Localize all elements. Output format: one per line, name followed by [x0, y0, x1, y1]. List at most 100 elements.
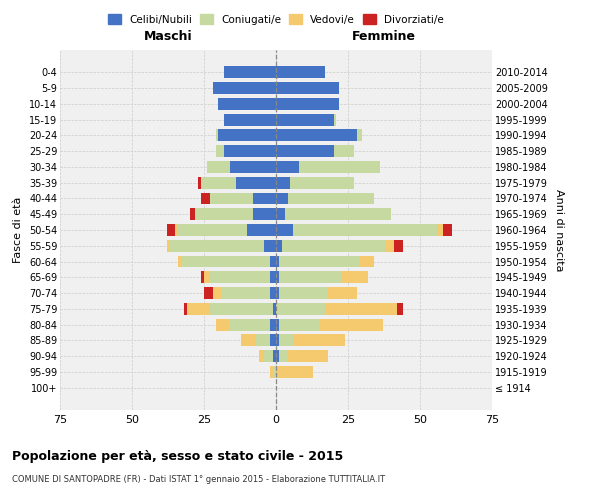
Bar [325, 303, 397, 315]
Bar [270, 287, 276, 299]
Bar [276, 272, 279, 283]
Bar [334, 114, 337, 126]
Bar [201, 177, 236, 188]
Bar [276, 82, 340, 94]
Bar [196, 208, 253, 220]
Bar [270, 256, 276, 268]
Bar [276, 208, 284, 220]
Bar [175, 224, 178, 236]
Bar [253, 208, 276, 220]
Bar [215, 145, 224, 157]
Legend: Celibi/Nubili, Coniugati/e, Vedovi/e, Divorziati/e: Celibi/Nubili, Coniugati/e, Vedovi/e, Di… [104, 10, 448, 29]
Bar [169, 240, 265, 252]
Bar [224, 145, 276, 157]
Bar [276, 130, 356, 141]
Text: Femmine: Femmine [352, 30, 416, 43]
Bar [270, 272, 276, 283]
Bar [279, 256, 359, 268]
Bar [201, 192, 210, 204]
Bar [201, 272, 204, 283]
Bar [293, 334, 345, 346]
Bar [443, 224, 452, 236]
Bar [212, 82, 276, 94]
Bar [397, 303, 403, 315]
Bar [210, 272, 270, 283]
Bar [167, 240, 169, 252]
Bar [290, 177, 354, 188]
Bar [356, 130, 362, 141]
Bar [218, 130, 276, 141]
Bar [265, 240, 276, 252]
Bar [273, 366, 276, 378]
Bar [276, 366, 313, 378]
Bar [270, 334, 276, 346]
Bar [359, 256, 374, 268]
Bar [276, 192, 287, 204]
Bar [215, 318, 230, 330]
Bar [215, 130, 218, 141]
Bar [212, 287, 221, 299]
Text: Popolazione per età, sesso e stato civile - 2015: Popolazione per età, sesso e stato civil… [12, 450, 343, 463]
Bar [287, 350, 328, 362]
Bar [230, 161, 276, 173]
Bar [224, 114, 276, 126]
Y-axis label: Fasce di età: Fasce di età [13, 197, 23, 263]
Bar [276, 334, 279, 346]
Bar [218, 98, 276, 110]
Bar [279, 272, 342, 283]
Bar [204, 287, 212, 299]
Bar [270, 318, 276, 330]
Bar [265, 350, 273, 362]
Bar [276, 287, 279, 299]
Bar [276, 114, 334, 126]
Bar [276, 256, 279, 268]
Bar [253, 192, 276, 204]
Bar [276, 350, 279, 362]
Bar [256, 334, 270, 346]
Bar [394, 240, 403, 252]
Bar [279, 350, 287, 362]
Bar [210, 192, 253, 204]
Bar [198, 177, 201, 188]
Bar [178, 256, 181, 268]
Bar [273, 350, 276, 362]
Bar [342, 272, 368, 283]
Bar [190, 208, 196, 220]
Bar [279, 318, 319, 330]
Bar [276, 303, 325, 315]
Text: Maschi: Maschi [143, 30, 193, 43]
Bar [236, 177, 276, 188]
Bar [437, 224, 443, 236]
Bar [276, 177, 290, 188]
Bar [385, 240, 394, 252]
Bar [319, 318, 383, 330]
Bar [259, 350, 265, 362]
Bar [241, 334, 256, 346]
Bar [276, 318, 279, 330]
Bar [221, 287, 270, 299]
Bar [247, 224, 276, 236]
Bar [224, 66, 276, 78]
Bar [282, 240, 385, 252]
Bar [178, 224, 247, 236]
Bar [279, 287, 328, 299]
Bar [287, 192, 374, 204]
Bar [181, 256, 270, 268]
Bar [184, 303, 187, 315]
Bar [276, 98, 340, 110]
Bar [187, 303, 210, 315]
Bar [334, 145, 354, 157]
Bar [207, 161, 230, 173]
Y-axis label: Anni di nascita: Anni di nascita [554, 188, 565, 271]
Bar [276, 66, 325, 78]
Bar [230, 318, 270, 330]
Bar [299, 161, 380, 173]
Bar [273, 303, 276, 315]
Bar [210, 303, 273, 315]
Bar [328, 287, 356, 299]
Bar [270, 366, 273, 378]
Bar [204, 272, 210, 283]
Bar [293, 224, 437, 236]
Bar [276, 145, 334, 157]
Text: COMUNE DI SANTOPADRE (FR) - Dati ISTAT 1° gennaio 2015 - Elaborazione TUTTITALIA: COMUNE DI SANTOPADRE (FR) - Dati ISTAT 1… [12, 475, 385, 484]
